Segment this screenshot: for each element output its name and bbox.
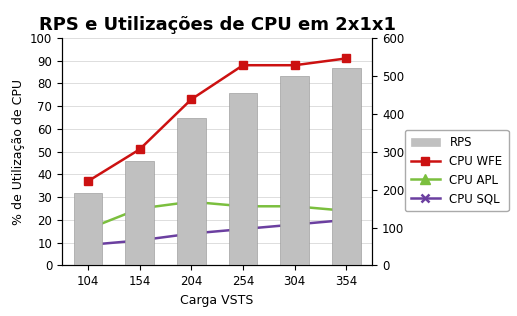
- Legend: RPS, CPU WFE, CPU APL, CPU SQL: RPS, CPU WFE, CPU APL, CPU SQL: [405, 130, 509, 211]
- Y-axis label: % de Utilização de CPU: % de Utilização de CPU: [11, 79, 24, 225]
- Title: RPS e Utilizações de CPU em 2x1x1: RPS e Utilizações de CPU em 2x1x1: [39, 15, 396, 33]
- Bar: [280, 76, 309, 265]
- Y-axis label: RPS: RPS: [405, 140, 418, 164]
- Bar: [177, 118, 205, 265]
- Bar: [73, 193, 102, 265]
- Bar: [332, 68, 360, 265]
- X-axis label: Carga VSTS: Carga VSTS: [180, 294, 254, 307]
- Bar: [125, 161, 154, 265]
- Bar: [229, 93, 257, 265]
